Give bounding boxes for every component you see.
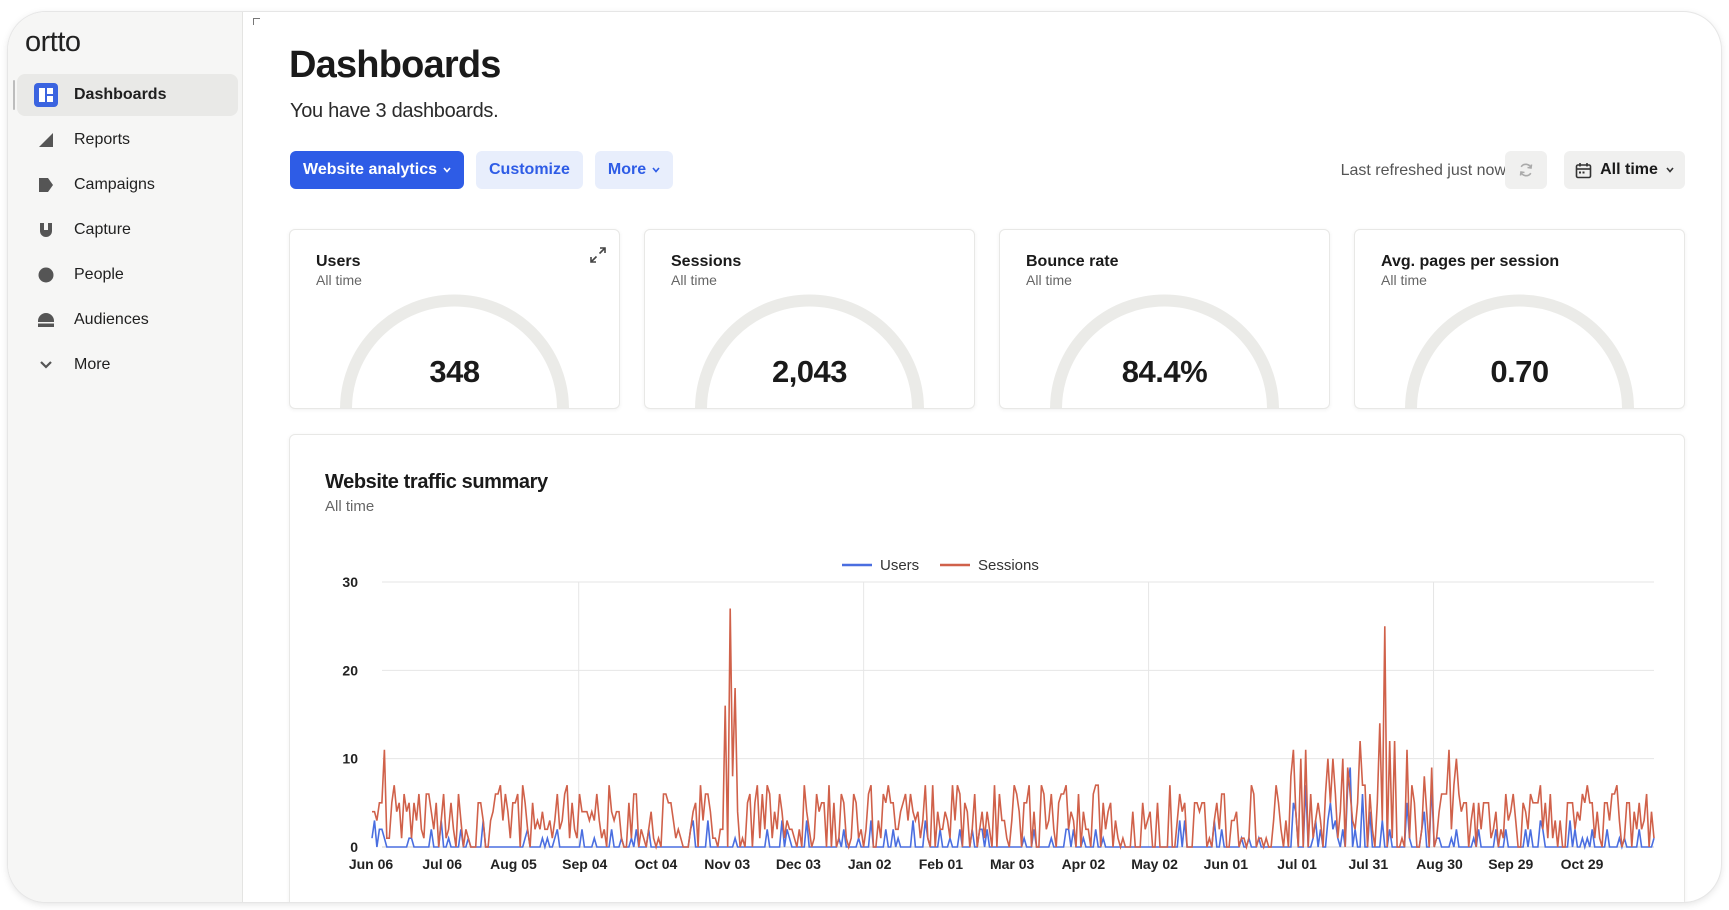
more-label: More [607, 161, 647, 178]
chevron-down-icon [652, 166, 660, 174]
date-range-button[interactable]: All time [1564, 151, 1685, 189]
y-tick-label: 0 [350, 839, 358, 855]
x-tick-label: Jul 31 [1348, 856, 1388, 872]
x-tick-label: Aug 05 [490, 856, 537, 872]
people-icon [33, 262, 59, 288]
sidebar-item-label: Capture [74, 221, 131, 238]
metric-title: Sessions [671, 253, 742, 270]
ortto-logo[interactable]: ortto [25, 26, 81, 58]
audiences-icon [33, 307, 59, 333]
sidebar-item-campaigns[interactable]: Campaigns [17, 164, 238, 206]
metric-period: All time [1026, 272, 1072, 288]
customize-button[interactable]: Customize [475, 151, 583, 189]
sidebar-nav: Dashboards Reports Campaigns Capture [13, 74, 238, 389]
metric-title: Avg. pages per session [1381, 253, 1560, 270]
x-tick-label: Apr 02 [1062, 856, 1106, 872]
metric-period: All time [1381, 272, 1427, 288]
metric-card-bounce-rate[interactable]: Bounce rate All time 84.4% [999, 229, 1330, 409]
metric-card-users[interactable]: Users All time 348 [289, 229, 620, 409]
x-tick-label: Aug 30 [1416, 856, 1463, 872]
chevron-down-icon [443, 166, 451, 174]
last-refreshed-text: Last refreshed just now [1340, 162, 1506, 179]
metric-period: All time [316, 272, 362, 288]
page-subtitle: You have 3 dashboards. [290, 100, 499, 122]
refresh-button[interactable] [1505, 151, 1547, 189]
sessions-series-line [372, 608, 1655, 850]
corner-marker [253, 18, 260, 25]
dashboard-select-label: Website analytics [303, 161, 437, 178]
calendar-icon [1575, 162, 1592, 179]
sidebar-item-people[interactable]: People [17, 254, 238, 296]
capture-icon [33, 217, 59, 243]
more-button[interactable]: More [594, 151, 674, 189]
sidebar-item-label: Campaigns [74, 176, 155, 193]
expand-icon[interactable] [589, 246, 607, 264]
dashboard-icon [33, 82, 59, 108]
sidebar-item-label: Audiences [74, 311, 149, 328]
x-tick-label: May 02 [1131, 856, 1178, 872]
x-tick-label: Sep 29 [1488, 856, 1533, 872]
x-tick-label: Oct 29 [1561, 856, 1604, 872]
x-tick-label: Jul 01 [1277, 856, 1317, 872]
y-tick-label: 30 [342, 574, 358, 590]
sidebar-item-audiences[interactable]: Audiences [17, 299, 238, 341]
metric-period: All time [671, 272, 717, 288]
metric-title: Bounce rate [1026, 253, 1119, 270]
legend-sessions-label: Sessions [978, 557, 1039, 574]
sidebar-item-label: Dashboards [74, 86, 167, 103]
traffic-line-chart[interactable]: 0 10 20 30 Jun 06 Jul 06 Aug 05 Sep 04 Oct 04 Nov… [290, 435, 1684, 902]
x-tick-label: Dec 03 [776, 856, 821, 872]
metric-value: 0.70 [1490, 354, 1549, 389]
gauge-track [340, 294, 569, 408]
sidebar-item-more[interactable]: More [17, 344, 238, 386]
x-tick-label: Sep 04 [562, 856, 607, 872]
page-title: Dashboards [289, 44, 501, 86]
traffic-summary-card: Website traffic summary All time 0 10 20 30… [289, 434, 1685, 902]
active-indicator [13, 80, 15, 110]
customize-label: Customize [488, 161, 570, 178]
sidebar-item-dashboards[interactable]: Dashboards [13, 74, 238, 116]
main-content: Dashboards You have 3 dashboards. Websit… [243, 12, 1721, 902]
y-tick-label: 20 [342, 662, 358, 678]
refresh-icon [1518, 162, 1534, 178]
metric-value: 84.4% [1121, 354, 1208, 389]
chevron-down-icon [1666, 166, 1674, 174]
users-series-line [371, 767, 1655, 850]
toolbar: Website analytics Customize More [290, 151, 674, 189]
y-tick-label: 10 [342, 751, 358, 767]
sidebar-item-reports[interactable]: Reports [17, 119, 238, 161]
chevron-down-icon [33, 352, 59, 378]
x-tick-label: Oct 04 [635, 856, 678, 872]
metric-value: 348 [429, 354, 480, 389]
metric-title: Users [316, 253, 361, 270]
x-tick-label: Mar 03 [990, 856, 1035, 872]
gauge-track [695, 294, 924, 408]
x-tick-label: Jul 06 [422, 856, 462, 872]
x-tick-label: Feb 01 [919, 856, 964, 872]
reports-icon [33, 127, 59, 153]
campaigns-icon [33, 172, 59, 198]
x-tick-label: Jun 01 [1204, 856, 1249, 872]
sidebar-item-label: More [74, 356, 111, 373]
gauge-track [1050, 294, 1279, 408]
metric-card-avg-pages[interactable]: Avg. pages per session All time 0.70 [1354, 229, 1685, 409]
sidebar-item-label: Reports [74, 131, 131, 148]
x-tick-label: Jan 02 [848, 856, 892, 872]
sidebar: ortto Dashboards Reports Campaigns [8, 12, 243, 902]
chart-title: Website traffic summary [325, 471, 548, 493]
dashboard-select-button[interactable]: Website analytics [290, 151, 464, 189]
sidebar-item-capture[interactable]: Capture [17, 209, 238, 251]
chart-period: All time [325, 498, 375, 515]
x-tick-label: Jun 06 [349, 856, 394, 872]
date-range-label: All time [1600, 161, 1658, 178]
metric-card-sessions[interactable]: Sessions All time 2,043 [644, 229, 975, 409]
x-tick-label: Nov 03 [704, 856, 750, 872]
app-window: ortto Dashboards Reports Campaigns [8, 12, 1721, 902]
gauge-track [1405, 294, 1634, 408]
metric-value: 2,043 [771, 354, 848, 389]
sidebar-item-label: People [74, 266, 124, 283]
legend-users-label: Users [880, 557, 919, 574]
